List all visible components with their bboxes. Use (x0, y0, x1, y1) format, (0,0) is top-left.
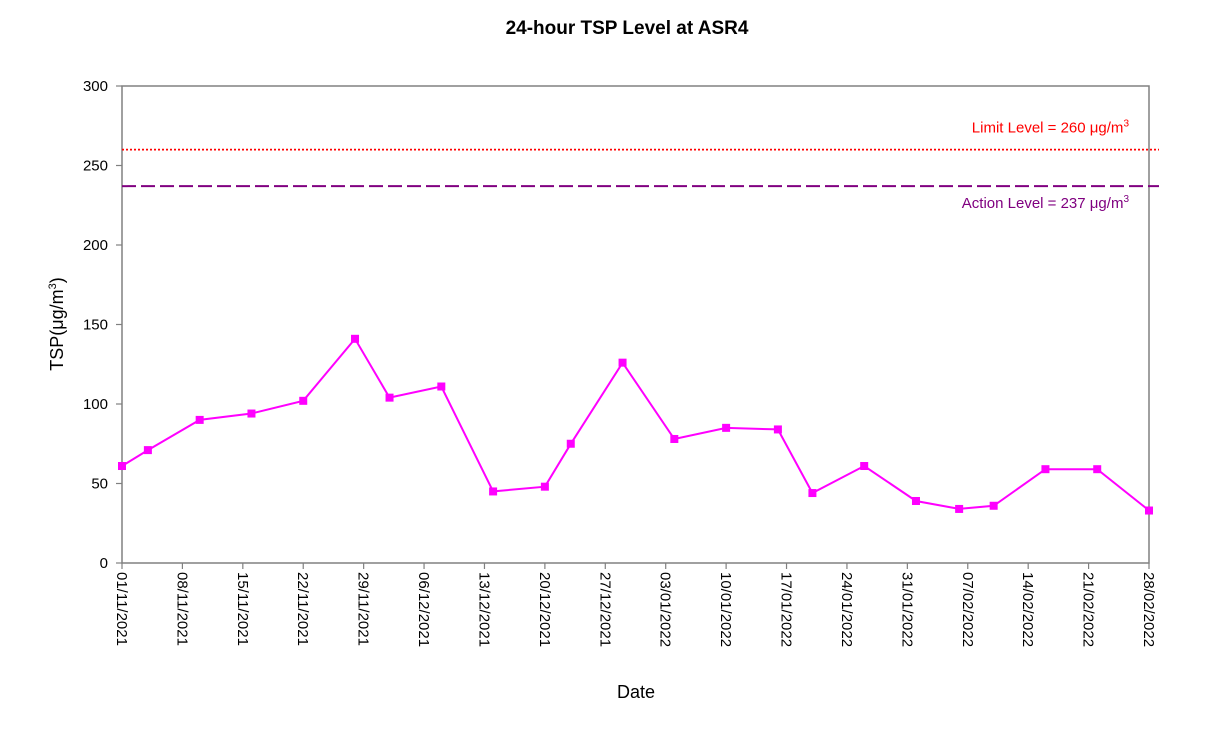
x-tick-label: 07/02/2022 (959, 572, 976, 647)
tsp-data-point (566, 439, 575, 448)
tsp-data-point (1041, 465, 1050, 474)
limit-level-label: Limit Level = 260 μg/m3 (972, 119, 1130, 137)
y-axis-title-sup: 3 (47, 283, 59, 289)
tsp-data-point (385, 393, 394, 402)
x-tick-label: 29/11/2021 (355, 572, 372, 646)
y-tick-label: 300 (83, 78, 108, 95)
x-tick-label: 27/12/2021 (596, 572, 613, 647)
tsp-series-line (121, 337, 1150, 512)
y-axis-title: TSP(μg/m3) (47, 277, 67, 371)
tsp-data-point (299, 396, 308, 405)
tsp-data-point (351, 334, 360, 343)
y-axis-title-unit: μg/m (47, 289, 67, 329)
x-tick-label: 22/11/2021 (294, 572, 311, 646)
x-tick-label: 13/12/2021 (475, 572, 492, 647)
x-tick-label: 03/01/2022 (657, 572, 674, 647)
y-tick-label: 50 (91, 476, 108, 493)
x-tick-label: 08/11/2021 (173, 572, 190, 646)
y-tick-label: 150 (83, 317, 108, 334)
tsp-data-point (118, 462, 126, 471)
tsp-data-point (989, 501, 998, 510)
tsp-data-point (860, 462, 869, 471)
tsp-data-point (195, 415, 204, 424)
tsp-data-point (808, 489, 817, 498)
x-tick-label: 10/01/2022 (717, 572, 734, 647)
tsp-data-point (670, 434, 679, 443)
tsp-data-point (1145, 506, 1153, 515)
tsp-data-point (1093, 465, 1102, 474)
x-tick-label: 01/11/2021 (113, 572, 130, 646)
series-layer (118, 334, 1153, 515)
y-axis: 0 50 100 150 200 250 300 (83, 78, 122, 572)
x-tick-label: 21/02/2022 (1080, 572, 1097, 647)
x-tick-label: 17/01/2022 (778, 572, 795, 647)
tsp-data-point (955, 504, 964, 513)
y-axis-title-base: TSP( (47, 330, 67, 371)
x-tick-label: 24/01/2022 (838, 572, 855, 647)
x-tick-label: 14/02/2022 (1019, 572, 1036, 647)
plot-area (121, 85, 1150, 564)
x-axis-title: Date (617, 682, 655, 702)
y-axis-title-close: ) (47, 277, 67, 283)
reference-lines: Limit Level = 260 μg/m3 Action Level = 23… (122, 119, 1159, 212)
tsp-data-point (722, 423, 731, 432)
x-tick-label: 20/12/2021 (536, 572, 553, 647)
tsp-data-point (618, 358, 627, 367)
action-level-label: Action Level = 237 μg/m3 (962, 194, 1130, 212)
tsp-data-point (247, 409, 256, 418)
chart-title: 24-hour TSP Level at ASR4 (506, 18, 749, 39)
x-tick-label: 15/11/2021 (234, 572, 251, 646)
y-tick-label: 200 (83, 237, 108, 254)
y-tick-label: 100 (83, 396, 108, 413)
tsp-data-point (911, 496, 920, 505)
x-tick-label: 06/12/2021 (415, 572, 432, 647)
y-tick-label: 0 (100, 555, 108, 572)
tsp-data-point (437, 382, 446, 391)
tsp-data-point (143, 446, 152, 455)
x-tick-label: 28/02/2022 (1140, 572, 1157, 647)
x-axis: 01/11/2021 08/11/2021 15/11/2021 22/11/2021… (113, 563, 1157, 647)
x-tick-label: 31/01/2022 (898, 572, 915, 647)
tsp-data-point (773, 425, 782, 434)
y-tick-label: 250 (83, 158, 108, 175)
tsp-data-point (540, 482, 549, 491)
tsp-data-point (489, 487, 498, 496)
